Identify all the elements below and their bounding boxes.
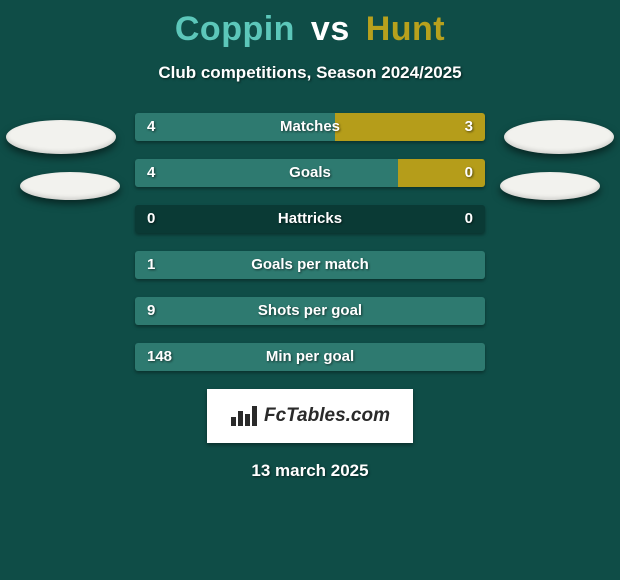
stat-row: 9Shots per goal (135, 297, 485, 325)
subtitle: Club competitions, Season 2024/2025 (0, 63, 620, 83)
stat-label: Goals (135, 159, 485, 187)
stat-label: Hattricks (135, 205, 485, 233)
date-label: 13 march 2025 (0, 461, 620, 481)
player2-club-placeholder (500, 172, 600, 200)
brand-text: FcTables.com (264, 405, 390, 427)
player2-avatar-placeholder (504, 120, 614, 154)
stat-value-right: 0 (465, 159, 473, 187)
stat-row: 148Min per goal (135, 343, 485, 371)
title-vs: vs (311, 10, 350, 48)
stat-value-right: 0 (465, 205, 473, 233)
stat-row: 4Matches3 (135, 113, 485, 141)
stat-row: 0Hattricks0 (135, 205, 485, 233)
stat-value-right: 3 (465, 113, 473, 141)
player1-name: Coppin (175, 10, 295, 48)
bars-icon (230, 405, 258, 427)
brand-badge: FcTables.com (207, 389, 413, 443)
player2-name: Hunt (366, 10, 445, 48)
page-title: Coppin vs Hunt (0, 10, 620, 49)
comparison-card: Coppin vs Hunt Club competitions, Season… (0, 0, 620, 580)
stat-label: Min per goal (135, 343, 485, 371)
stat-label: Shots per goal (135, 297, 485, 325)
stat-label: Goals per match (135, 251, 485, 279)
stat-row: 1Goals per match (135, 251, 485, 279)
player1-club-placeholder (20, 172, 120, 200)
stat-row: 4Goals0 (135, 159, 485, 187)
stats-panel: 4Matches34Goals00Hattricks01Goals per ma… (135, 113, 485, 371)
player1-avatar-placeholder (6, 120, 116, 154)
stat-label: Matches (135, 113, 485, 141)
